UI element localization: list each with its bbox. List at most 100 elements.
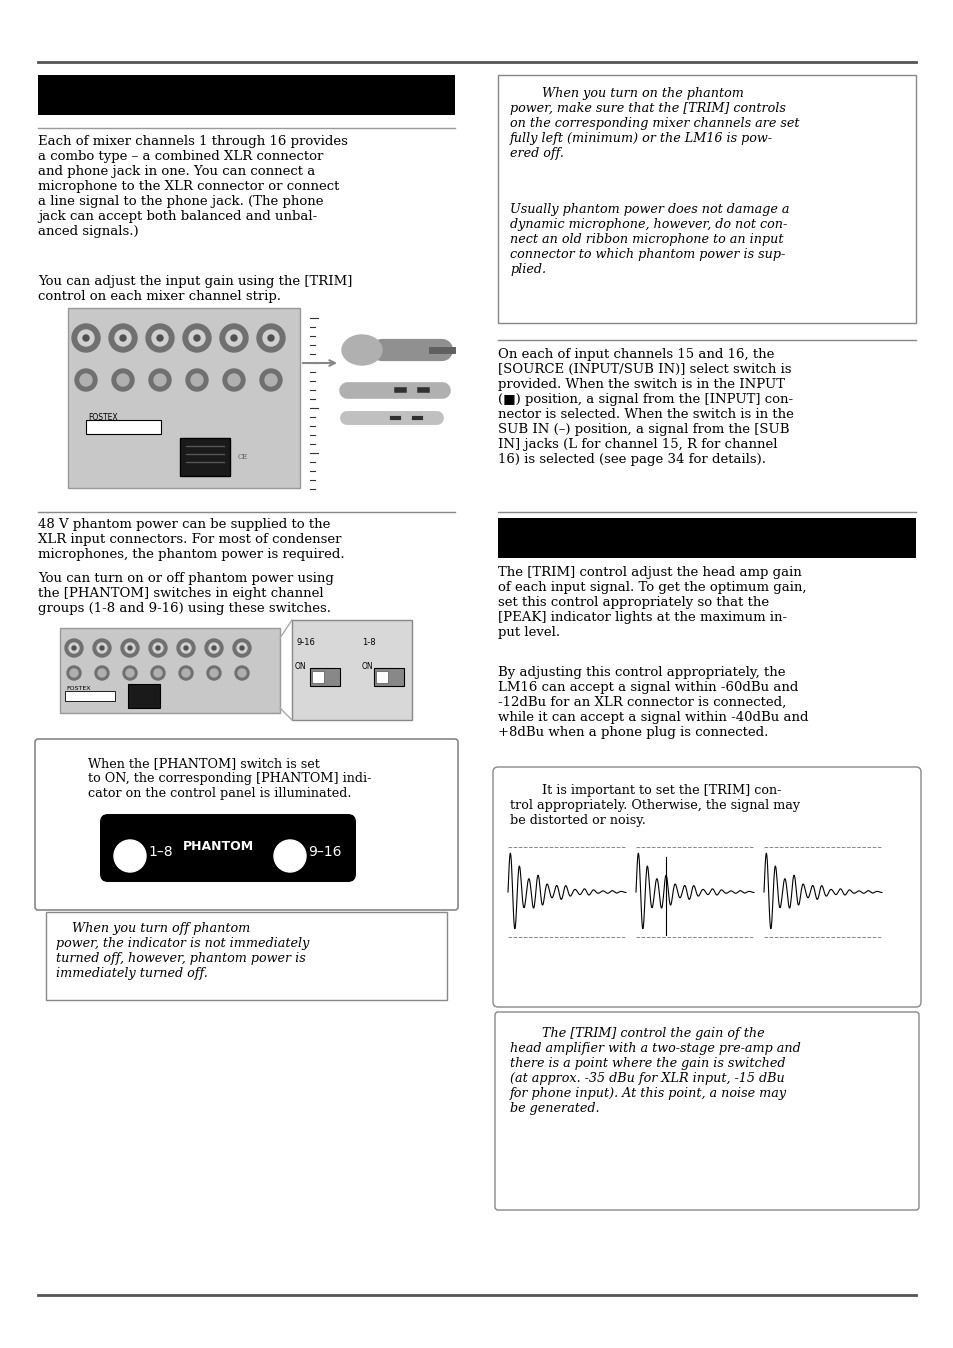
Text: You can turn on or off phantom power using
the [PHANTOM] switches in eight chann: You can turn on or off phantom power usi… [38, 572, 334, 615]
Text: Usually phantom power does not damage a
dynamic microphone, however, do not con-: Usually phantom power does not damage a … [510, 204, 789, 276]
Circle shape [126, 669, 133, 677]
Text: The [TRIM] control adjust the head amp gain
of each input signal. To get the opt: The [TRIM] control adjust the head amp g… [497, 566, 805, 639]
Circle shape [149, 639, 167, 656]
Text: FOSTEX: FOSTEX [66, 686, 91, 692]
Circle shape [65, 639, 83, 656]
Circle shape [100, 646, 104, 650]
Circle shape [109, 324, 137, 352]
FancyBboxPatch shape [128, 683, 160, 708]
Circle shape [95, 666, 109, 679]
FancyBboxPatch shape [46, 913, 447, 1000]
Circle shape [117, 373, 129, 386]
Circle shape [71, 646, 76, 650]
Circle shape [128, 646, 132, 650]
FancyBboxPatch shape [495, 1012, 918, 1211]
Circle shape [228, 373, 240, 386]
Circle shape [268, 336, 274, 341]
Circle shape [123, 666, 137, 679]
Text: CE: CE [237, 453, 248, 461]
FancyBboxPatch shape [86, 421, 161, 434]
Circle shape [193, 336, 200, 341]
Text: Each of mixer channels 1 through 16 provides
a combo type – a combined XLR conne: Each of mixer channels 1 through 16 prov… [38, 135, 348, 239]
Text: It is important to set the [TRIM] con-
trol appropriately. Otherwise, the signal: It is important to set the [TRIM] con- t… [510, 785, 800, 828]
Circle shape [210, 669, 218, 677]
Circle shape [256, 324, 285, 352]
FancyBboxPatch shape [65, 692, 115, 701]
FancyBboxPatch shape [180, 438, 230, 476]
Circle shape [69, 643, 79, 652]
Circle shape [125, 643, 135, 652]
Circle shape [183, 324, 211, 352]
Circle shape [153, 373, 166, 386]
Circle shape [237, 669, 246, 677]
Text: 9–16: 9–16 [308, 845, 341, 859]
Circle shape [71, 324, 100, 352]
Circle shape [231, 336, 236, 341]
Text: When you turn off phantom
power, the indicator is not immediately
turned off, ho: When you turn off phantom power, the ind… [56, 922, 309, 980]
Circle shape [157, 336, 163, 341]
Circle shape [115, 330, 131, 346]
Text: FOSTEX: FOSTEX [88, 412, 117, 422]
Circle shape [233, 639, 251, 656]
Circle shape [156, 646, 160, 650]
Circle shape [146, 324, 173, 352]
Circle shape [260, 369, 282, 391]
Circle shape [152, 330, 168, 346]
Circle shape [179, 666, 193, 679]
Circle shape [153, 669, 162, 677]
FancyBboxPatch shape [60, 628, 280, 713]
Circle shape [83, 336, 89, 341]
Circle shape [149, 369, 171, 391]
Circle shape [274, 840, 306, 872]
Circle shape [220, 324, 248, 352]
Circle shape [152, 643, 163, 652]
Circle shape [75, 369, 97, 391]
FancyBboxPatch shape [312, 671, 324, 683]
Circle shape [240, 646, 244, 650]
Circle shape [212, 646, 215, 650]
Circle shape [112, 369, 133, 391]
Circle shape [67, 666, 81, 679]
Circle shape [97, 643, 107, 652]
Circle shape [263, 330, 278, 346]
Text: When you turn on the phantom
power, make sure that the [TRIM] controls
on the co: When you turn on the phantom power, make… [510, 88, 799, 160]
Circle shape [189, 330, 205, 346]
Circle shape [181, 643, 191, 652]
Circle shape [186, 369, 208, 391]
Circle shape [265, 373, 276, 386]
Circle shape [113, 840, 146, 872]
Circle shape [80, 373, 91, 386]
Circle shape [151, 666, 165, 679]
Text: 1–8: 1–8 [148, 845, 172, 859]
Text: PHANTOM: PHANTOM [183, 840, 253, 853]
Text: You can adjust the input gain using the [TRIM]
control on each mixer channel str: You can adjust the input gain using the … [38, 275, 352, 303]
Circle shape [120, 336, 126, 341]
Text: ON: ON [294, 662, 306, 671]
FancyBboxPatch shape [35, 739, 457, 910]
Circle shape [236, 643, 247, 652]
Circle shape [234, 666, 249, 679]
Text: On each of input channels 15 and 16, the
[SOURCE (INPUT/SUB IN)] select switch i: On each of input channels 15 and 16, the… [497, 348, 793, 466]
FancyBboxPatch shape [100, 814, 355, 882]
Text: 1-8: 1-8 [361, 638, 375, 647]
Circle shape [205, 639, 223, 656]
Circle shape [191, 373, 203, 386]
FancyBboxPatch shape [497, 75, 915, 324]
Circle shape [223, 369, 245, 391]
FancyBboxPatch shape [375, 671, 388, 683]
Circle shape [78, 330, 94, 346]
FancyBboxPatch shape [68, 307, 299, 488]
FancyBboxPatch shape [493, 767, 920, 1007]
Circle shape [226, 330, 242, 346]
Circle shape [184, 646, 188, 650]
Text: By adjusting this control appropriately, the
LM16 can accept a signal within -60: By adjusting this control appropriately,… [497, 666, 807, 739]
Text: The [TRIM] control the gain of the
head amplifier with a two-stage pre-amp and
t: The [TRIM] control the gain of the head … [510, 1027, 800, 1115]
Text: ON: ON [361, 662, 374, 671]
Ellipse shape [341, 336, 381, 365]
Circle shape [207, 666, 221, 679]
Circle shape [70, 669, 78, 677]
Circle shape [98, 669, 106, 677]
FancyBboxPatch shape [497, 518, 915, 558]
Circle shape [182, 669, 190, 677]
Text: When the [PHANTOM] switch is set
to ON, the corresponding [PHANTOM] indi-
cator : When the [PHANTOM] switch is set to ON, … [88, 758, 371, 799]
